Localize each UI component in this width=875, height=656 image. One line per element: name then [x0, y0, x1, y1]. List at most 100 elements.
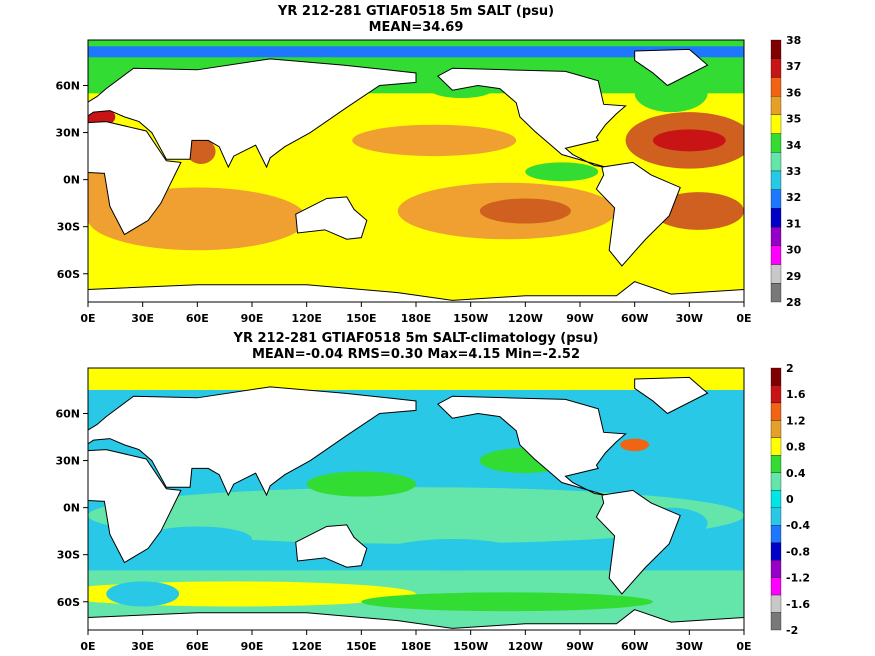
colorbar-swatch — [770, 525, 782, 543]
x-tick-label: 150E — [346, 640, 376, 653]
colorbar-label: 29 — [786, 270, 801, 283]
colorbar-swatch — [770, 245, 782, 265]
x-tick-label: 0E — [736, 312, 751, 325]
colorbar-swatch — [770, 264, 782, 284]
x-tick-label: 0E — [80, 640, 95, 653]
colorbar-label: 35 — [786, 113, 801, 126]
colorbar-swatch — [770, 152, 782, 172]
colorbar-swatch — [770, 208, 782, 228]
y-tick-label: 30S — [57, 221, 80, 234]
x-tick-label: 90W — [566, 640, 593, 653]
salinity-region-8 — [186, 138, 216, 164]
x-tick-label: 120W — [508, 640, 543, 653]
salinity-region-11 — [634, 74, 708, 113]
colorbar-swatch — [770, 402, 782, 421]
colorbar-swatch — [770, 39, 782, 59]
colorbar-swatch — [770, 542, 782, 561]
colorbar-swatch — [770, 594, 782, 613]
colorbar-swatch — [770, 490, 782, 508]
x-tick-label: 90E — [241, 312, 264, 325]
y-tick-label: 0N — [63, 502, 80, 515]
salinity-region-0 — [88, 487, 744, 544]
colorbar-swatch — [770, 226, 782, 247]
salinity-region-7 — [352, 124, 517, 157]
colorbar: 38 37 36 35 34 33 32 31 30 29 28 — [770, 34, 802, 309]
y-tick-label: 30N — [55, 455, 80, 468]
top-panel-mean: MEAN=34.69 — [368, 20, 464, 35]
colorbar-swatch — [770, 114, 782, 134]
x-tick-label: 150W — [453, 312, 488, 325]
colorbar-label: 1.2 — [786, 414, 806, 427]
colorbar-swatch — [770, 189, 782, 209]
x-tick-label: 60E — [186, 640, 209, 653]
colorbar-label: -0.8 — [786, 545, 810, 558]
colorbar-label: 33 — [786, 165, 801, 178]
colorbar-swatch — [770, 472, 782, 491]
x-tick-label: 120W — [508, 312, 543, 325]
y-tick-label: 30N — [55, 127, 80, 140]
salinity-region-9 — [142, 526, 252, 552]
colorbar-swatch — [770, 455, 782, 473]
x-tick-label: 120E — [291, 312, 321, 325]
x-tick-label: 120E — [291, 640, 321, 653]
x-tick-label: 180E — [401, 312, 431, 325]
bottom-panel-title-text: YR 212-281 GTIAF0518 5m SALT-climatology… — [233, 331, 599, 346]
colorbar-label: 0 — [786, 493, 794, 506]
colorbar-label: -0.4 — [786, 519, 810, 532]
salinity-region-12 — [525, 162, 599, 182]
colorbar-label: 34 — [786, 139, 802, 152]
colorbar-swatch — [770, 133, 782, 153]
landmass-antarctica — [88, 609, 744, 630]
landmass-australia — [295, 524, 368, 568]
colorbar-label: 37 — [786, 60, 801, 73]
x-tick-label: 180E — [401, 640, 431, 653]
y-tick-label: 60S — [57, 268, 80, 281]
x-tick-label: 60E — [186, 312, 209, 325]
ocean-field — [88, 40, 744, 302]
colorbar: 2 1.6 1.2 0.8 0.4 0 -0.4 -0.8 -1.2 -1.6 -2 — [770, 362, 810, 637]
colorbar-label: 28 — [786, 296, 801, 309]
map-panel-salt-anomaly: 0E 30E 60E 90E 120E 150E 180E 150W 120W 90W 60W 30W… — [55, 362, 810, 653]
colorbar-label: 1.6 — [786, 388, 806, 401]
colorbar-label: 0.4 — [786, 467, 806, 480]
x-tick-label: 30E — [131, 312, 154, 325]
colorbar-label: 30 — [786, 244, 802, 257]
arctic-low-band — [88, 46, 744, 58]
landmass-greenland — [634, 376, 709, 415]
landmass-eurasia — [88, 58, 417, 169]
x-tick-label: 150E — [346, 312, 376, 325]
salinity-region-8 — [379, 539, 526, 571]
landmass-africa — [88, 449, 182, 564]
y-tick-label: 30S — [57, 549, 80, 562]
landmass-n-america — [437, 395, 627, 496]
colorbar-swatch — [770, 58, 782, 78]
y-tick-label: 60S — [57, 596, 80, 609]
x-tick-label: 30E — [131, 640, 154, 653]
colorbar-swatch — [770, 612, 782, 631]
landmass-s-america — [595, 489, 681, 595]
x-tick-label: 0E — [80, 312, 95, 325]
x-tick-label: 90E — [241, 640, 264, 653]
y-tick-label: 60N — [55, 407, 80, 420]
landmass-eurasia — [88, 386, 417, 497]
salinity-region-3 — [88, 581, 416, 607]
ocean-field — [88, 368, 744, 630]
colorbar-swatch — [770, 437, 782, 456]
bottom-panel-stats: MEAN=-0.04 RMS=0.30 Max=4.15 Min=-2.52 — [251, 347, 581, 362]
x-tick-label: 30W — [676, 640, 703, 653]
map-panel-salt: 0E 30E 60E 90E 120E 150E 180E 150W 120W 90W 60W 30W… — [55, 34, 802, 325]
colorbar-swatch — [770, 385, 782, 404]
landmass-antarctica — [88, 281, 744, 302]
colorbar-label: 32 — [786, 191, 801, 204]
salinity-region-5 — [620, 438, 650, 452]
colorbar-swatch — [770, 283, 782, 303]
x-tick-label: 30W — [676, 312, 703, 325]
colorbar-swatch — [770, 367, 782, 386]
colorbar-label: -2 — [786, 624, 798, 637]
colorbar-label: -1.2 — [786, 572, 810, 585]
landmass-australia — [295, 196, 368, 240]
landmass-n-america — [437, 67, 627, 168]
colorbar-swatch — [770, 95, 782, 116]
salinity-region-4 — [361, 592, 653, 612]
colorbar-label: 38 — [786, 34, 801, 47]
